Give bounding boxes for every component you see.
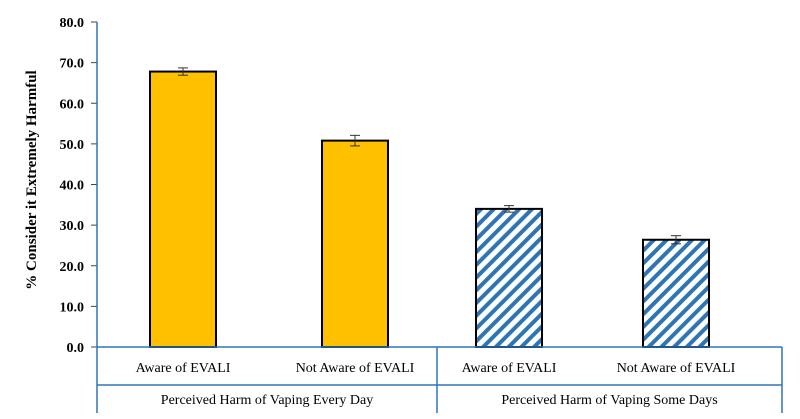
group-label: Perceived Harm of Vaping Every Day	[161, 393, 373, 408]
category-label: Aware of EVALI	[136, 361, 231, 376]
category-label: Aware of EVALI	[462, 361, 557, 376]
y-axis-label: % Consider it Extremely Harmful	[24, 70, 40, 289]
y-tick-label: 70.0	[60, 57, 85, 72]
bar	[321, 139, 389, 348]
y-tick-label: 10.0	[60, 300, 85, 315]
bar	[642, 238, 710, 348]
y-tick-label: 50.0	[60, 138, 85, 153]
y-axis-ticks: 0.0 10.0 20.0 30.0 40.0 50.0 60.0 70.0 80.0	[60, 16, 97, 356]
category-label: Not Aware of EVALI	[296, 361, 415, 376]
bar	[475, 207, 543, 348]
category-labels: Aware of EVALI Not Aware of EVALI Perceive…	[136, 361, 736, 408]
y-tick-label: 30.0	[60, 219, 85, 234]
bars	[149, 67, 710, 348]
axis-frame	[96, 22, 783, 413]
y-tick-label: 40.0	[60, 179, 85, 194]
y-tick-label: 80.0	[60, 16, 85, 31]
bar	[149, 70, 217, 348]
y-tick-label: 0.0	[67, 341, 85, 356]
category-label: Not Aware of EVALI	[617, 361, 736, 376]
y-tick-label: 60.0	[60, 97, 85, 112]
group-label: Perceived Harm of Vaping Some Days	[501, 393, 717, 408]
y-tick-label: 20.0	[60, 260, 85, 275]
